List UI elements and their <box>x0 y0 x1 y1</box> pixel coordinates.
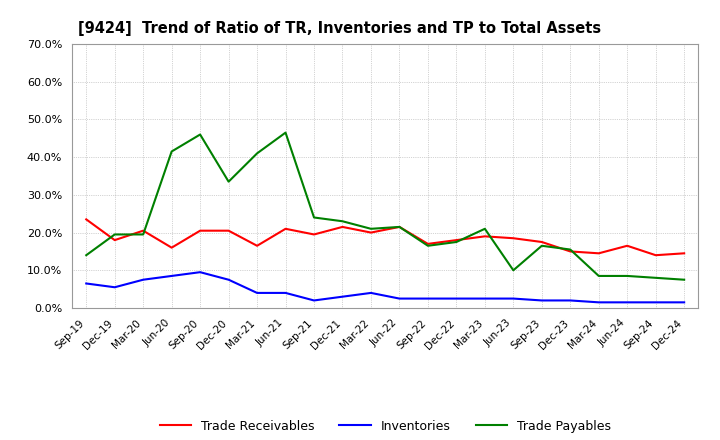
Trade Receivables <box>366 230 375 235</box>
Trade Payables <box>423 243 432 249</box>
Text: [9424]  Trend of Ratio of TR, Inventories and TP to Total Assets: [9424] Trend of Ratio of TR, Inventories… <box>78 21 601 36</box>
Trade Payables <box>282 130 290 135</box>
Inventories <box>366 290 375 296</box>
Trade Payables <box>452 239 461 245</box>
Trade Payables <box>82 253 91 258</box>
Inventories <box>623 300 631 305</box>
Trade Receivables <box>680 251 688 256</box>
Inventories <box>537 298 546 303</box>
Inventories <box>680 300 688 305</box>
Inventories <box>167 273 176 279</box>
Trade Payables <box>652 275 660 280</box>
Trade Receivables <box>253 243 261 249</box>
Trade Receivables <box>110 238 119 243</box>
Inventories <box>139 277 148 282</box>
Trade Receivables <box>167 245 176 250</box>
Trade Receivables <box>139 228 148 233</box>
Trade Payables <box>595 273 603 279</box>
Trade Payables <box>167 149 176 154</box>
Line: Trade Receivables: Trade Receivables <box>86 220 684 255</box>
Trade Payables <box>680 277 688 282</box>
Trade Receivables <box>652 253 660 258</box>
Inventories <box>509 296 518 301</box>
Inventories <box>82 281 91 286</box>
Trade Receivables <box>452 238 461 243</box>
Trade Payables <box>537 243 546 249</box>
Inventories <box>452 296 461 301</box>
Trade Receivables <box>395 224 404 230</box>
Inventories <box>480 296 489 301</box>
Trade Receivables <box>423 241 432 246</box>
Trade Receivables <box>623 243 631 249</box>
Legend: Trade Receivables, Inventories, Trade Payables: Trade Receivables, Inventories, Trade Pa… <box>155 414 616 437</box>
Trade Receivables <box>225 228 233 233</box>
Inventories <box>282 290 290 296</box>
Trade Payables <box>509 268 518 273</box>
Trade Receivables <box>480 234 489 239</box>
Trade Payables <box>480 226 489 231</box>
Line: Inventories: Inventories <box>86 272 684 302</box>
Trade Payables <box>110 232 119 237</box>
Inventories <box>566 298 575 303</box>
Trade Receivables <box>82 217 91 222</box>
Inventories <box>225 277 233 282</box>
Trade Payables <box>196 132 204 137</box>
Trade Receivables <box>282 226 290 231</box>
Trade Payables <box>253 151 261 156</box>
Inventories <box>595 300 603 305</box>
Trade Payables <box>139 232 148 237</box>
Trade Receivables <box>338 224 347 230</box>
Trade Payables <box>338 219 347 224</box>
Trade Receivables <box>566 249 575 254</box>
Trade Receivables <box>310 232 318 237</box>
Trade Payables <box>395 224 404 230</box>
Inventories <box>338 294 347 299</box>
Inventories <box>395 296 404 301</box>
Trade Payables <box>623 273 631 279</box>
Trade Payables <box>225 179 233 184</box>
Trade Receivables <box>196 228 204 233</box>
Trade Receivables <box>537 239 546 245</box>
Inventories <box>652 300 660 305</box>
Trade Payables <box>310 215 318 220</box>
Trade Payables <box>366 226 375 231</box>
Inventories <box>310 298 318 303</box>
Line: Trade Payables: Trade Payables <box>86 132 684 280</box>
Inventories <box>253 290 261 296</box>
Inventories <box>423 296 432 301</box>
Inventories <box>110 285 119 290</box>
Trade Receivables <box>595 251 603 256</box>
Inventories <box>196 270 204 275</box>
Trade Receivables <box>509 235 518 241</box>
Trade Payables <box>566 247 575 252</box>
